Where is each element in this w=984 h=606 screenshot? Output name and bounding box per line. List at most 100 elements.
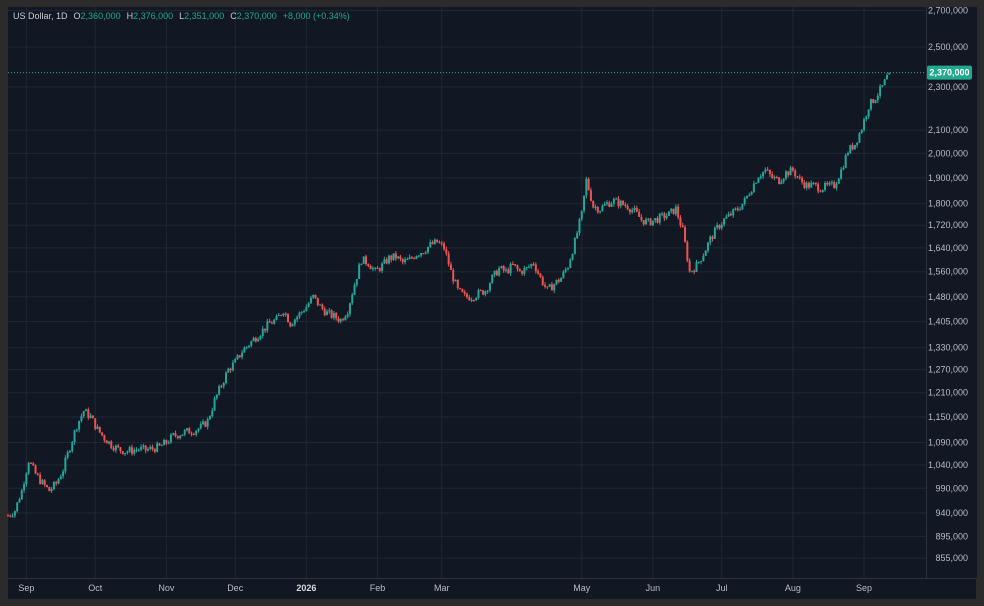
open-key: O (73, 11, 81, 21)
low-key: L (179, 11, 185, 21)
x-tick-label: 2026 (296, 583, 316, 593)
candle-body (805, 182, 808, 188)
candle-body (785, 171, 788, 179)
candle-body (734, 208, 737, 210)
candle-body (401, 258, 404, 263)
candle-body (550, 284, 553, 291)
candle-body (229, 368, 232, 371)
candle-body (167, 442, 170, 444)
candle-body (415, 255, 418, 259)
candle-body (656, 218, 659, 223)
candle-body (557, 279, 560, 282)
candle-body (422, 253, 425, 255)
candle-body (378, 268, 381, 271)
candle-body (782, 178, 785, 182)
candle-body (130, 447, 133, 454)
candle-body (392, 253, 395, 260)
candle-body (686, 241, 689, 261)
candle-body (160, 445, 163, 447)
candle-body (192, 434, 195, 436)
candle-body (702, 255, 705, 262)
candle-body (592, 200, 595, 208)
candle-body (46, 485, 49, 487)
y-tick-label: 1,040,000 (928, 460, 968, 470)
candle-body (195, 430, 198, 435)
candle-body (482, 290, 485, 295)
candle-body (275, 316, 278, 320)
candle-body (68, 450, 71, 453)
candle-body (858, 133, 861, 143)
candle-body (158, 443, 161, 446)
candle-body (309, 297, 312, 304)
candle-body (729, 213, 732, 216)
candle-body (723, 218, 726, 225)
candle-body (87, 409, 90, 418)
candle-body (587, 178, 590, 191)
candle-body (642, 220, 645, 225)
candle-body (555, 279, 558, 285)
candle-body (628, 209, 631, 213)
time-axis[interactable] (8, 578, 976, 599)
candle-body (452, 269, 455, 282)
candle-body (748, 195, 751, 197)
candle-body (273, 319, 276, 324)
candle-body (103, 435, 106, 441)
candle-body (752, 183, 755, 193)
candle-body (617, 198, 620, 207)
candle-body (355, 278, 358, 285)
candle-body (89, 415, 92, 418)
candle-body (603, 204, 606, 206)
candle-body (413, 257, 416, 259)
candle-body (684, 227, 687, 242)
candle-body (534, 264, 537, 272)
candle-body (509, 264, 512, 274)
candle-body (553, 284, 556, 291)
candle-body (580, 210, 583, 220)
x-tick-label: Feb (370, 583, 386, 593)
candle-body (225, 372, 228, 384)
y-tick-label: 1,560,000 (928, 267, 968, 277)
candle-body (810, 183, 813, 188)
candle-body (365, 256, 368, 265)
candle-body (778, 177, 781, 185)
candle-body (20, 490, 23, 500)
candle-body (654, 218, 657, 221)
candle-body (624, 204, 627, 207)
candle-body (390, 255, 393, 260)
candle-body (495, 270, 498, 276)
candle-body (697, 261, 700, 263)
candle-body (410, 257, 413, 259)
candle-body (250, 341, 253, 346)
price-axis[interactable] (926, 7, 977, 578)
candle-body (449, 264, 452, 270)
candle-body (176, 435, 179, 439)
candle-body (85, 409, 88, 412)
candle-body (842, 167, 845, 170)
y-tick-label: 2,300,000 (928, 82, 968, 92)
candle-body (679, 217, 682, 226)
candle-body (828, 182, 831, 185)
candle-body (706, 242, 709, 251)
candle-body (771, 174, 774, 179)
candle-body (837, 178, 840, 184)
candle-body (440, 242, 443, 244)
candle-body (640, 216, 643, 221)
x-tick-label: Sep (18, 583, 34, 593)
candle-body (635, 207, 638, 212)
x-tick-label: May (573, 583, 591, 593)
candle-body (213, 398, 216, 411)
candle-body (300, 311, 303, 313)
candle-body (755, 182, 758, 184)
candle-body (569, 259, 572, 268)
candle-body (812, 182, 815, 184)
y-tick-label: 940,000 (935, 508, 968, 518)
candle-body (745, 195, 748, 199)
candle-body (346, 314, 349, 317)
candle-body (872, 99, 875, 103)
candle-body (791, 167, 794, 171)
y-tick-label: 1,330,000 (928, 343, 968, 353)
candle-body (700, 261, 703, 263)
candle-body (328, 310, 331, 312)
candle-body (438, 242, 441, 244)
candle-body (220, 386, 223, 388)
